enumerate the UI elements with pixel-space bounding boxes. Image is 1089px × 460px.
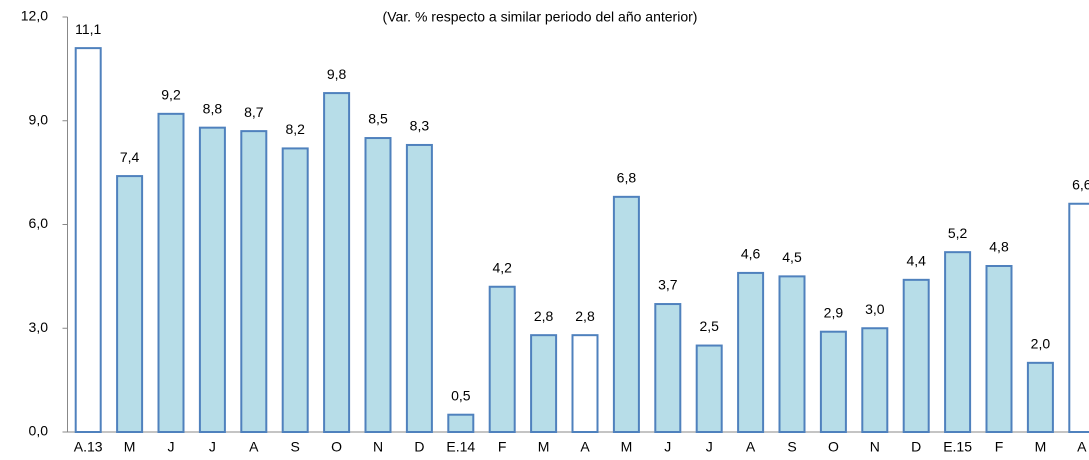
bar bbox=[1068, 202, 1089, 433]
bar bbox=[405, 143, 433, 433]
bar bbox=[74, 47, 102, 433]
x-tick-label: O bbox=[331, 439, 342, 455]
bar bbox=[902, 278, 930, 434]
bar bbox=[778, 275, 806, 433]
x-tick-label: M bbox=[124, 439, 136, 455]
x-tick-label: N bbox=[870, 439, 880, 455]
bar bbox=[654, 303, 682, 433]
x-tick-label: F bbox=[995, 439, 1004, 455]
value-label: 6,6 bbox=[1072, 176, 1089, 192]
bar bbox=[198, 126, 226, 434]
x-tick-label: S bbox=[291, 439, 300, 455]
value-label: 8,8 bbox=[203, 100, 223, 116]
bar bbox=[116, 175, 144, 433]
value-label: 3,0 bbox=[865, 301, 885, 317]
value-label: 4,4 bbox=[906, 253, 926, 269]
x-tick-label: A bbox=[249, 439, 259, 455]
value-label: 4,8 bbox=[989, 239, 1009, 255]
bar bbox=[944, 251, 972, 433]
value-label: 0,5 bbox=[451, 387, 471, 403]
y-tick-label: 6,0 bbox=[29, 215, 49, 231]
y-tick-label: 0,0 bbox=[29, 423, 49, 439]
x-tick-label: A.13 bbox=[74, 439, 103, 455]
value-label: 3,7 bbox=[658, 277, 678, 293]
bar bbox=[447, 413, 475, 434]
x-tick-label: M bbox=[538, 439, 550, 455]
value-label: 2,5 bbox=[699, 318, 719, 334]
bar bbox=[985, 265, 1013, 433]
value-label: 8,3 bbox=[410, 118, 430, 134]
bar bbox=[281, 147, 309, 434]
bar bbox=[240, 130, 268, 433]
x-tick-label: A bbox=[580, 439, 590, 455]
x-tick-label: D bbox=[414, 439, 424, 455]
x-tick-label: N bbox=[373, 439, 383, 455]
chart-subtitle: (Var. % respecto a similar periodo del a… bbox=[383, 9, 698, 25]
bar bbox=[323, 92, 351, 433]
value-label: 2,9 bbox=[824, 304, 844, 320]
x-tick-label: A bbox=[746, 439, 756, 455]
bar bbox=[157, 112, 185, 433]
x-tick-label: D bbox=[911, 439, 921, 455]
x-tick-label: J bbox=[209, 439, 216, 455]
x-tick-label: E.15 bbox=[943, 439, 972, 455]
bar bbox=[612, 195, 640, 433]
x-tick-label: M bbox=[621, 439, 633, 455]
value-label: 8,5 bbox=[368, 111, 388, 127]
y-tick-label: 9,0 bbox=[29, 111, 49, 127]
value-label: 5,2 bbox=[948, 225, 968, 241]
x-tick-label: F bbox=[498, 439, 507, 455]
value-label: 2,0 bbox=[1031, 336, 1051, 352]
y-tick-label: 12,0 bbox=[21, 8, 48, 24]
bar bbox=[364, 137, 392, 434]
x-tick-label: J bbox=[664, 439, 671, 455]
value-label: 2,8 bbox=[534, 308, 554, 324]
value-label: 11,1 bbox=[75, 21, 101, 37]
x-tick-label: J bbox=[168, 439, 175, 455]
value-label: 4,2 bbox=[492, 259, 512, 275]
bar bbox=[819, 330, 847, 434]
value-label: 8,2 bbox=[285, 121, 305, 137]
value-label: 2,8 bbox=[575, 308, 595, 324]
bar bbox=[737, 271, 765, 433]
x-tick-label: J bbox=[706, 439, 713, 455]
bar bbox=[571, 334, 599, 433]
x-tick-label: O bbox=[828, 439, 839, 455]
x-tick-label: E.14 bbox=[446, 439, 475, 455]
x-tick-label: S bbox=[787, 439, 796, 455]
bar bbox=[861, 327, 889, 433]
bar bbox=[1026, 361, 1054, 434]
value-label: 9,2 bbox=[161, 87, 181, 103]
x-tick-label: M bbox=[1035, 439, 1047, 455]
y-tick-label: 3,0 bbox=[29, 319, 49, 335]
value-label: 4,6 bbox=[741, 246, 761, 262]
value-label: 7,4 bbox=[120, 149, 140, 165]
bar bbox=[530, 334, 558, 433]
bar bbox=[488, 285, 516, 433]
value-label: 6,8 bbox=[617, 170, 637, 186]
bar bbox=[695, 344, 723, 433]
x-tick-label: A bbox=[1077, 439, 1087, 455]
value-label: 8,7 bbox=[244, 104, 264, 120]
value-label: 4,5 bbox=[782, 249, 802, 265]
value-label: 9,8 bbox=[327, 66, 347, 82]
